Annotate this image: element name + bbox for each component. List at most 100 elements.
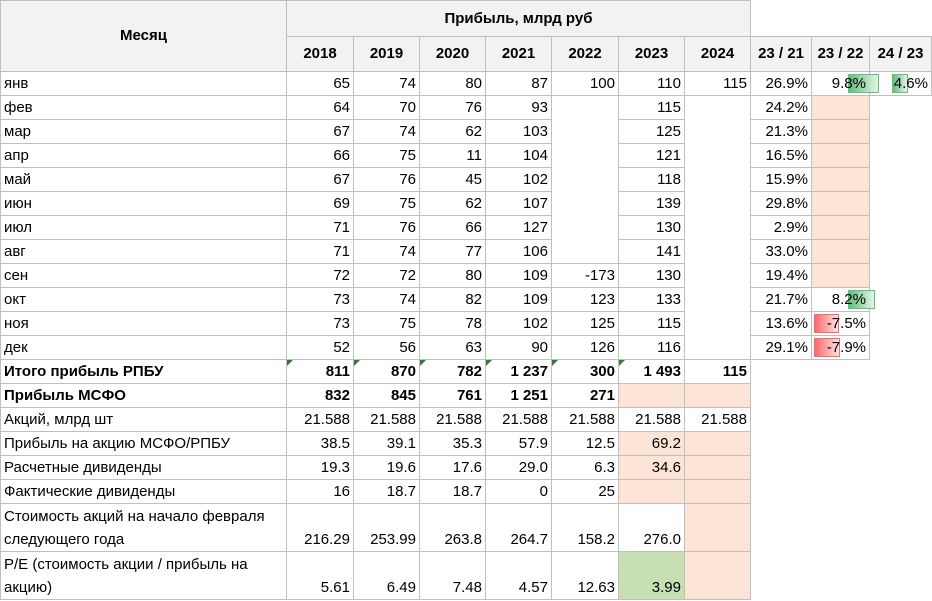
table-cell: 80 xyxy=(419,263,486,288)
table-cell xyxy=(685,96,751,120)
table-cell: 130 xyxy=(618,215,685,240)
table-cell: 115 xyxy=(618,95,685,120)
month-label: мар xyxy=(0,119,287,144)
table-cell: 65 xyxy=(286,71,354,96)
table-row: июл 71 76 66 127 130 2.9% xyxy=(0,215,932,240)
summary-cell: 263.8 xyxy=(419,503,486,552)
summary-cell xyxy=(684,383,751,408)
cell-value: -7.9% xyxy=(826,339,866,356)
table-cell: 93 xyxy=(485,95,552,120)
summary-cell xyxy=(684,551,751,600)
table-cell: 123 xyxy=(551,287,619,312)
table-cell: 75 xyxy=(353,143,420,168)
month-label: июл xyxy=(0,215,287,240)
table-cell: 15.9% xyxy=(750,167,812,192)
table-cell xyxy=(811,143,870,168)
summary-row: P/E (стоимость акции / прибыль на акцию)… xyxy=(0,551,932,600)
month-label: авг xyxy=(0,239,287,264)
col-2018: 2018 xyxy=(286,36,354,72)
table-cell: 75 xyxy=(353,311,420,336)
table-row: ноя 73 75 78 102 125 115 13.6% -7.5% xyxy=(0,311,932,336)
table-cell: 116 xyxy=(618,335,685,360)
summary-cell xyxy=(684,431,751,456)
table-cell: 24.2% xyxy=(750,95,812,120)
table-cell xyxy=(870,288,932,312)
table-cell: -173 xyxy=(551,263,619,288)
summary-cell: 832 xyxy=(286,383,354,408)
summary-cell: 16 xyxy=(286,479,354,504)
data-bar xyxy=(814,338,840,357)
table-row: май 67 76 45 102 118 15.9% xyxy=(0,167,932,192)
table-cell xyxy=(870,216,932,240)
month-label: апр xyxy=(0,143,287,168)
table-cell xyxy=(870,240,932,264)
table-cell: 73 xyxy=(286,311,354,336)
table-cell xyxy=(685,144,751,168)
month-label: окт xyxy=(0,287,287,312)
summary-cell: 18.7 xyxy=(353,479,420,504)
table-cell xyxy=(870,120,932,144)
summary-cell xyxy=(684,503,751,552)
summary-cell: 21.588 xyxy=(353,407,420,432)
month-label: май xyxy=(0,167,287,192)
table-cell: 63 xyxy=(419,335,486,360)
table-cell: 115 xyxy=(618,311,685,336)
table-cell: 76 xyxy=(353,167,420,192)
table-cell xyxy=(551,143,619,168)
table-cell: 121 xyxy=(618,143,685,168)
summary-cell: 4.57 xyxy=(485,551,552,600)
summary-cell: 761 xyxy=(419,383,486,408)
summary-row: Итого прибыль РПБУ 811 870 782 1 237 300 1 493… xyxy=(0,359,932,384)
table-cell: 74 xyxy=(353,71,420,96)
table-cell xyxy=(870,312,932,336)
table-cell: 125 xyxy=(551,311,619,336)
table-cell: 133 xyxy=(618,287,685,312)
summary-cell: 870 xyxy=(353,359,420,384)
table-cell: 74 xyxy=(353,119,420,144)
table-cell: 52 xyxy=(286,335,354,360)
cell-value: 8.2% xyxy=(831,291,866,308)
summary-label: Расчетные дивиденды xyxy=(0,455,287,480)
summary-cell: 21.588 xyxy=(551,407,619,432)
table-cell: 107 xyxy=(485,191,552,216)
summary-row: Прибыль на акцию МСФО/РПБУ 38.5 39.1 35.3 57… xyxy=(0,431,932,456)
summary-cell: 6.49 xyxy=(353,551,420,600)
table-cell: 141 xyxy=(618,239,685,264)
summary-cell: 0 xyxy=(485,479,552,504)
summary-row: Прибыль МСФО 832 845 761 1 251 271 xyxy=(0,383,932,408)
table-cell: 64 xyxy=(286,95,354,120)
table-cell xyxy=(870,336,932,360)
table-cell xyxy=(685,192,751,216)
table-cell xyxy=(870,96,932,120)
table-cell: 87 xyxy=(485,71,552,96)
table-cell xyxy=(551,119,619,144)
table-cell xyxy=(685,240,751,264)
month-header: Месяц xyxy=(0,0,287,72)
table-cell: 21.3% xyxy=(750,119,812,144)
table-cell xyxy=(685,288,751,312)
table-cell: 130 xyxy=(618,263,685,288)
summary-cell: 216.29 xyxy=(286,503,354,552)
summary-cell: 69.2 xyxy=(618,431,685,456)
table-cell xyxy=(811,191,870,216)
summary-cell: 276.0 xyxy=(618,503,685,552)
summary-cell: 38.5 xyxy=(286,431,354,456)
col-23-21: 23 / 21 xyxy=(750,36,812,72)
table-row: сен 72 72 80 109 -173 130 19.4% xyxy=(0,263,932,288)
summary-cell: 3.99 xyxy=(618,551,685,600)
table-row: авг 71 74 77 106 141 33.0% xyxy=(0,239,932,264)
summary-cell: 21.588 xyxy=(419,407,486,432)
table-cell xyxy=(685,336,751,360)
table-cell: 76 xyxy=(419,95,486,120)
table-cell xyxy=(551,239,619,264)
summary-cell: 39.1 xyxy=(353,431,420,456)
summary-cell: 19.3 xyxy=(286,455,354,480)
table-cell: 29.8% xyxy=(750,191,812,216)
month-label: янв xyxy=(0,71,287,96)
summary-cell: 21.588 xyxy=(618,407,685,432)
col-2020: 2020 xyxy=(419,36,486,72)
summary-label: Акций, млрд шт xyxy=(0,407,287,432)
table-cell: 62 xyxy=(419,191,486,216)
table-cell: 102 xyxy=(485,167,552,192)
